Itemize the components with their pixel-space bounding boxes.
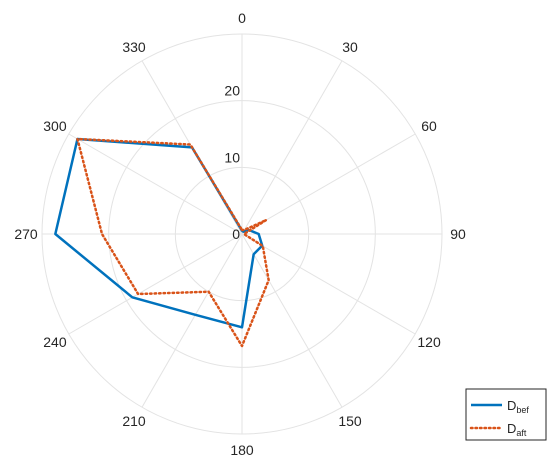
legend-label-aft: Daft: [507, 421, 527, 438]
grid-spoke: [68, 133, 243, 235]
angle-tick-label: 0: [238, 10, 246, 26]
legend: Dbef Daft: [465, 388, 547, 441]
angle-tick-label: 120: [417, 334, 441, 350]
axis-labels: 0 30 60 90 120 150 180 210 240 270 300 330 0 10 20: [14, 10, 466, 458]
legend-box: [465, 388, 547, 441]
radius-tick-label: 20: [224, 83, 240, 99]
legend-label-bef: Dbef: [507, 398, 529, 415]
angle-tick-label: 60: [421, 118, 437, 134]
grid-spoke: [241, 233, 343, 408]
angle-tick-label: 180: [230, 442, 254, 458]
angle-tick-label: 90: [450, 226, 466, 242]
legend-label-aft-main: D: [507, 421, 516, 436]
grid-spoke: [241, 60, 343, 235]
legend-label-aft-sub: aft: [516, 428, 527, 438]
grid-spoke: [141, 233, 243, 408]
legend-label-bef-main: D: [507, 398, 516, 413]
angle-tick-label: 300: [43, 118, 67, 134]
grid-spoke: [241, 233, 416, 335]
radius-tick-label: 0: [232, 226, 240, 242]
angle-tick-label: 270: [14, 226, 38, 242]
series-line-0: [54, 137, 264, 329]
angle-tick-label: 330: [122, 39, 146, 55]
angle-tick-label: 210: [122, 413, 146, 429]
grid-spoke: [241, 133, 416, 235]
series-line-1: [76, 137, 270, 348]
polar-grid: [41, 33, 443, 435]
angle-tick-label: 30: [342, 39, 358, 55]
grid-spoke: [68, 233, 243, 335]
angle-tick-label: 240: [43, 334, 67, 350]
radius-tick-label: 10: [224, 149, 240, 165]
angle-tick-label: 150: [338, 413, 362, 429]
legend-label-bef-sub: bef: [516, 405, 529, 415]
series-layer: [54, 137, 270, 348]
